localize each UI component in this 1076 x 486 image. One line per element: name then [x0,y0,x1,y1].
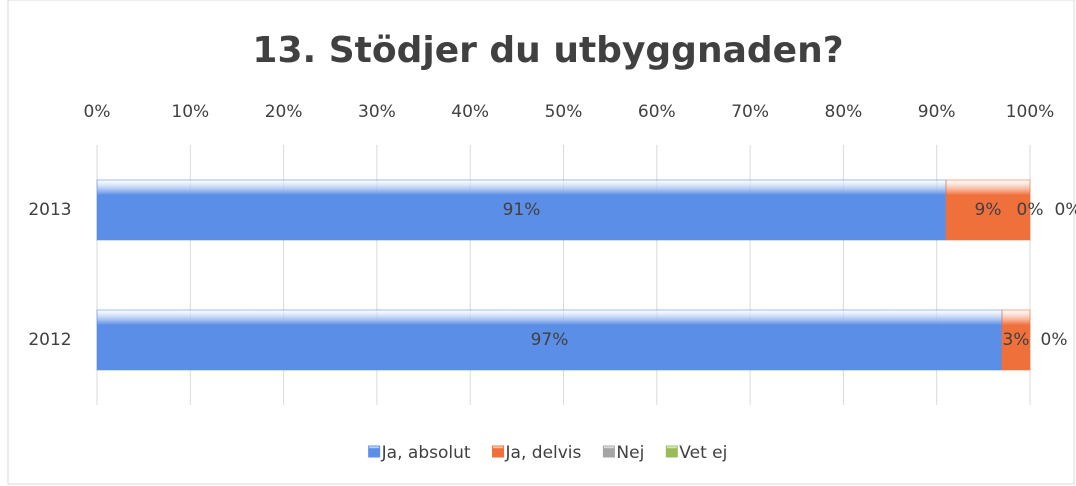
x-tick-label: 20% [265,102,303,122]
legend-marker [665,445,678,458]
bar-segment [96,179,947,241]
y-tick-label: 2013 [28,200,71,220]
data-label: 97% [531,330,569,350]
legend-label: Nej [616,443,644,463]
legend-item: Ja, delvis [492,443,582,463]
y-tick-label: 2012 [28,330,71,350]
x-tick-label: 50% [545,102,583,122]
x-tick-label: 80% [825,102,863,122]
legend-label: Vet ej [679,443,727,463]
x-tick-label: 70% [731,102,769,122]
data-label: 9% [975,200,1002,220]
chart-frame [7,0,1075,485]
legend-item: Vet ej [665,443,727,463]
x-tick-label: 30% [358,102,396,122]
chart-title: 13. Stödjer du utbyggnaden? [252,30,843,71]
x-tick-label: 40% [451,102,489,122]
x-tick-label: 10% [171,102,209,122]
legend-marker [492,445,505,458]
data-label: 91% [503,200,541,220]
bar-segment [96,309,1003,371]
legend-marker [368,445,381,458]
legend-item: Nej [602,443,644,463]
data-label: 0% [1041,330,1068,350]
data-label: 3% [1003,330,1030,350]
data-label: 0% [1017,200,1044,220]
x-tick-label: 100% [1006,102,1055,122]
x-tick-label: 90% [918,102,956,122]
x-tick-label: 60% [638,102,676,122]
data-label: 0% [1055,200,1076,220]
legend-item: Ja, absolut [368,443,471,463]
legend-marker [602,445,615,458]
bar-segment [1001,309,1031,371]
x-tick-label: 0% [84,102,111,122]
legend-label: Ja, absolut [381,443,471,463]
legend-label: Ja, delvis [505,443,582,463]
bar-segment [945,179,1031,241]
